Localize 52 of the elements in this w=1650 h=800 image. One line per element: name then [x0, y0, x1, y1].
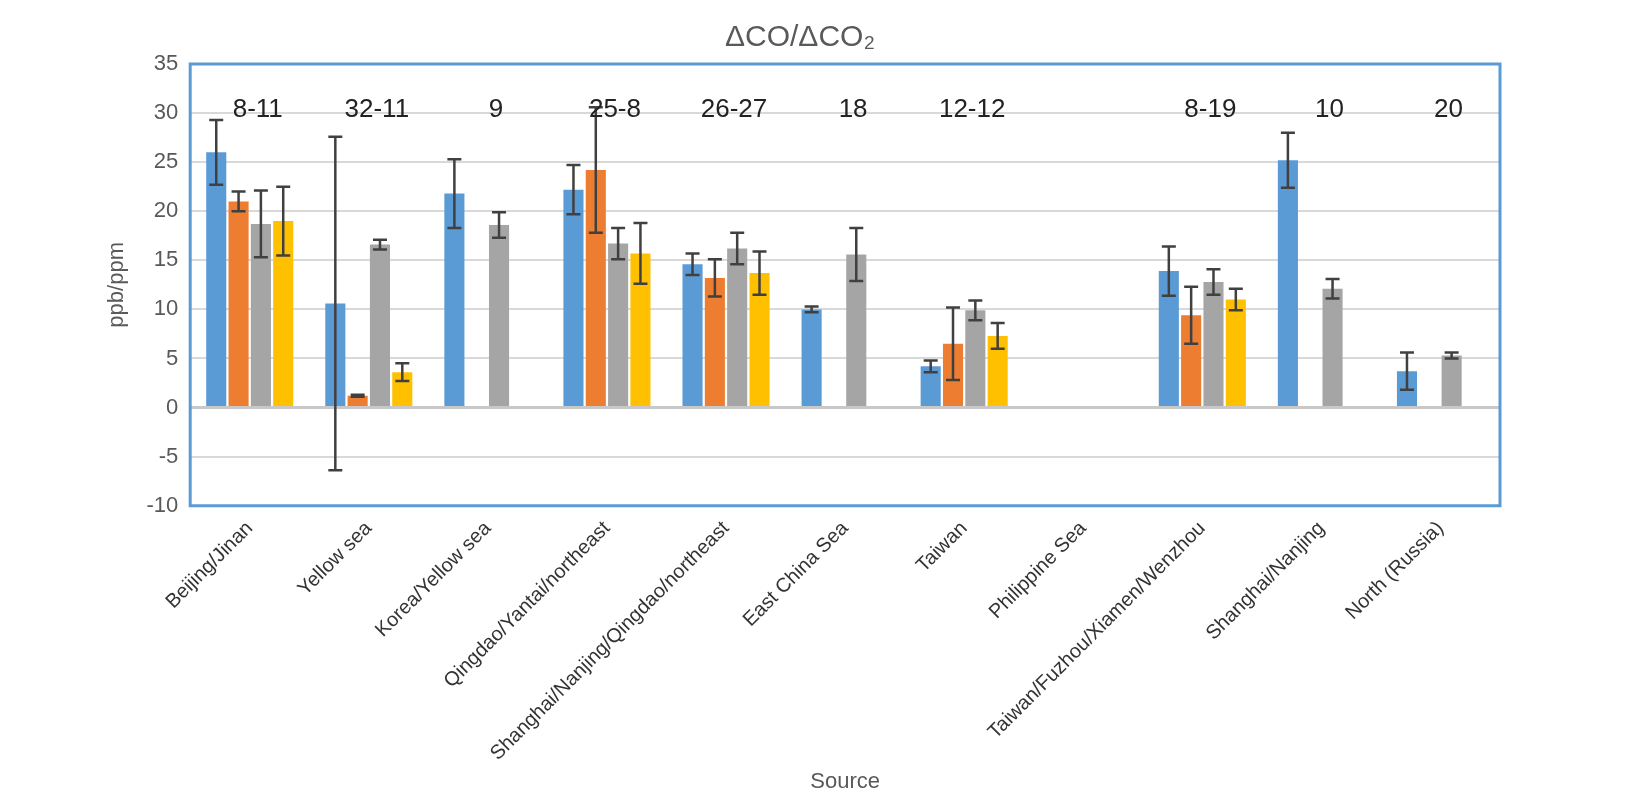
chart-title: ΔCO/ΔCO₂ — [724, 19, 876, 53]
y-tick-label: 30 — [153, 99, 179, 125]
bar — [704, 277, 725, 407]
y-tick-label: -5 — [158, 442, 179, 468]
bar — [206, 152, 227, 407]
bar — [444, 193, 465, 407]
bar — [987, 335, 1008, 407]
bar — [1322, 288, 1343, 407]
y-tick-label: 25 — [153, 148, 179, 174]
annotation: 20 — [1434, 93, 1463, 124]
bar — [920, 366, 941, 407]
annotation: 10 — [1314, 93, 1344, 124]
x-axis-title: Source — [810, 767, 880, 793]
bar — [942, 343, 964, 407]
bar — [965, 310, 986, 407]
annotation: 26-27 — [700, 93, 768, 124]
bar — [801, 309, 822, 407]
annotation: 32-11 — [344, 93, 410, 124]
bar — [369, 244, 391, 407]
y-tick-label: 0 — [165, 393, 179, 419]
bar — [1441, 355, 1462, 407]
bar — [1181, 315, 1202, 407]
bar — [846, 254, 867, 407]
bar — [392, 372, 413, 407]
bar — [682, 264, 703, 407]
y-tick-label: 15 — [153, 246, 179, 272]
bar — [489, 224, 510, 407]
y-tick-label: 10 — [153, 295, 179, 321]
y-tick-label: 5 — [165, 344, 179, 370]
bar — [273, 221, 294, 407]
annotation: 18 — [838, 93, 868, 124]
bar — [1225, 299, 1246, 407]
bar — [1277, 160, 1298, 407]
y-tick-label: 35 — [153, 50, 179, 76]
annotation: 8-19 — [1184, 93, 1237, 124]
bar — [250, 223, 271, 407]
bar — [228, 201, 249, 407]
bar — [1158, 271, 1179, 407]
bar — [563, 189, 584, 407]
bar — [608, 243, 629, 407]
annotation: 9 — [488, 93, 504, 124]
bar — [749, 273, 770, 407]
bar — [1203, 281, 1224, 407]
annotation: 25-8 — [588, 93, 641, 124]
y-tick-label: -10 — [146, 491, 179, 517]
y-tick-label: 20 — [153, 197, 179, 223]
bar — [727, 248, 748, 407]
bar — [630, 253, 651, 407]
bar — [585, 170, 606, 407]
annotation: 12-12 — [938, 93, 1006, 124]
y-axis-title: ppb/ppm — [103, 242, 129, 328]
annotation: 8-11 — [232, 93, 283, 124]
